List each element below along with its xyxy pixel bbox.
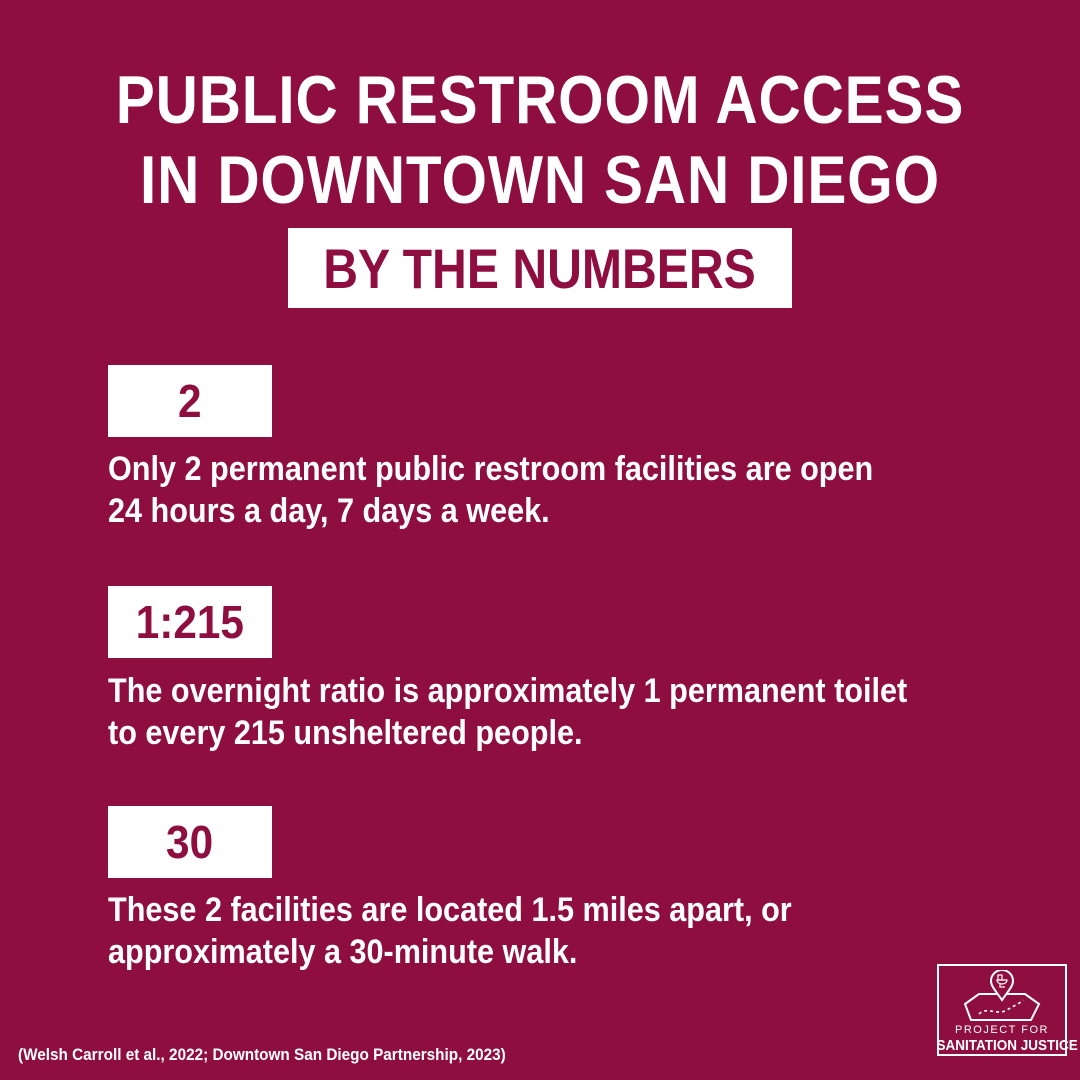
stat-description-line: 24 hours a day, 7 days a week.	[108, 492, 550, 530]
subtitle-banner: BY THE NUMBERS	[288, 228, 792, 308]
organization-logo: PROJECT FOR SANITATION JUSTICE	[937, 964, 1078, 1056]
stat-description-line: The overnight ratio is approximately 1 p…	[108, 672, 908, 710]
stat-value-box: 1:215	[108, 586, 272, 658]
stat-description-line: to every 215 unsheltered people.	[108, 714, 583, 752]
title-line-2: IN DOWNTOWN SAN DIEGO	[140, 142, 940, 218]
stat-value: 1:215	[135, 596, 245, 648]
stat-description: The overnight ratio is approximately 1 p…	[108, 670, 908, 754]
stat-value-box: 2	[108, 365, 272, 437]
logo-text-line1: PROJECT FOR	[955, 1024, 1049, 1036]
subtitle-banner-text: BY THE NUMBERS	[323, 236, 757, 300]
logo-text-line2: SANITATION JUSTICE	[936, 1037, 1078, 1054]
stat-value: 30	[166, 816, 214, 868]
map-pin-toilet-icon	[963, 970, 1041, 1021]
stat-description-line: approximately a 30-minute walk.	[108, 933, 578, 971]
stat-description-line: These 2 facilities are located 1.5 miles…	[108, 891, 792, 929]
stat-description-line: Only 2 permanent public restroom facilit…	[108, 450, 874, 488]
stat-value-box: 30	[108, 806, 272, 878]
stat-value: 2	[178, 375, 202, 427]
citation: (Welsh Carroll et al., 2022; Downtown Sa…	[18, 1045, 506, 1064]
stat-description: These 2 facilities are located 1.5 miles…	[108, 889, 900, 973]
stat-description: Only 2 permanent public restroom facilit…	[108, 448, 900, 532]
title-line-1: PUBLIC RESTROOM ACCESS	[115, 62, 965, 138]
